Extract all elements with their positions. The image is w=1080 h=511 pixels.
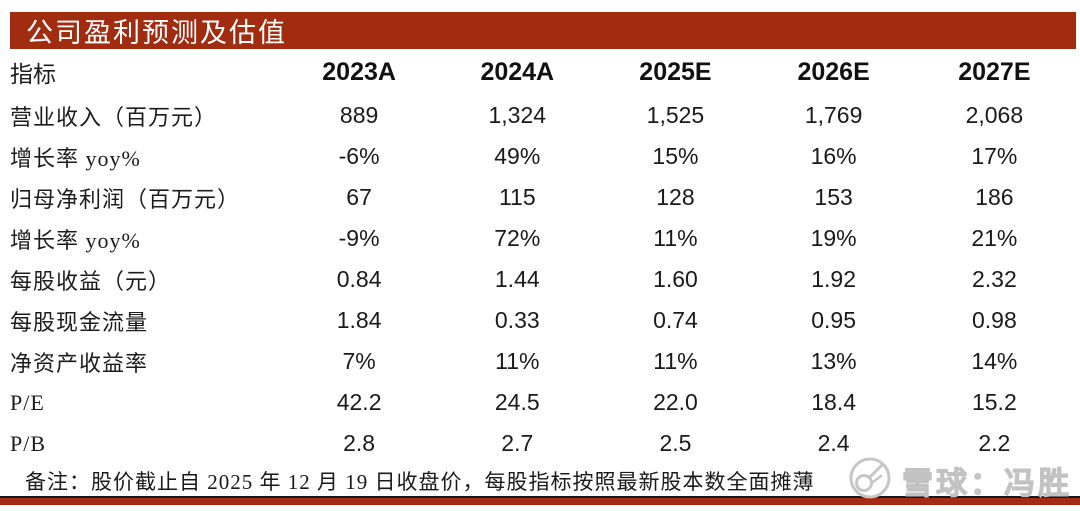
row-label: 增长率 yoy% [10, 145, 141, 171]
cell-value: 153 [814, 184, 853, 210]
xueqiu-logo-icon [848, 456, 892, 505]
watermark: 雪球：冯胜 [848, 456, 1072, 505]
table-row-pe: P/E 42.2 24.5 22.0 18.4 15.2 [10, 382, 1076, 423]
cell-value: 2,068 [965, 102, 1024, 128]
cell-value: 72% [494, 225, 541, 251]
cell-value: 0.74 [653, 307, 698, 333]
cell-value: 1.44 [494, 266, 540, 292]
cell-value: 22.0 [653, 389, 698, 415]
section-title-bar: 公司盈利预测及估值 [10, 12, 1076, 49]
cell-value: 2.5 [659, 430, 692, 456]
cell-value: 42.2 [336, 389, 382, 415]
cell-value: 67 [346, 184, 372, 210]
table-row-profit-growth: 增长率 yoy% -9% 72% 11% 19% 21% [10, 218, 1076, 259]
header-year-2024a: 2024A [480, 57, 555, 86]
cell-value: 115 [498, 184, 536, 210]
header-year-2027e: 2027E [958, 57, 1031, 86]
cell-value: 2.2 [978, 430, 1011, 456]
cell-value: 0.95 [811, 307, 856, 333]
cell-value: 2.8 [343, 430, 376, 456]
row-label: 每股现金流量 [10, 309, 149, 335]
cell-value: 1,769 [804, 102, 863, 128]
header-year-2023a: 2023A [322, 57, 396, 86]
forecast-valuation-table: 指标 2023A 2024A 2025E 2026E 2027E 营业收入（百万… [10, 49, 1076, 464]
cell-value: 13% [810, 348, 857, 374]
row-label: P/E [10, 389, 45, 415]
cell-value: 17% [971, 143, 1018, 169]
cell-value: 2.32 [971, 266, 1017, 292]
cell-value: 1,324 [488, 102, 547, 128]
cell-value: 0.84 [336, 266, 382, 292]
cell-value: 2.7 [501, 430, 534, 456]
cell-value: 11% [653, 225, 698, 251]
row-label: 净资产收益率 [10, 350, 149, 376]
table-row-eps: 每股收益（元） 0.84 1.44 1.60 1.92 2.32 [10, 259, 1076, 300]
cell-value: 1.84 [336, 307, 382, 333]
cell-value: 186 [975, 184, 1014, 210]
table-row-pb: P/B 2.8 2.7 2.5 2.4 2.2 [10, 423, 1076, 464]
table-header-row: 指标 2023A 2024A 2025E 2026E 2027E [10, 49, 1076, 95]
cell-value: 128 [656, 184, 695, 210]
table-row-revenue: 营业收入（百万元） 889 1,324 1,525 1,769 2,068 [10, 95, 1076, 136]
row-label: 增长率 yoy% [10, 227, 141, 253]
cell-value: 1.60 [653, 266, 698, 292]
section-title: 公司盈利预测及估值 [26, 18, 287, 48]
cell-value: 14% [971, 348, 1018, 374]
forecast-valuation-table-wrap: 指标 2023A 2024A 2025E 2026E 2027E 营业收入（百万… [10, 49, 1076, 464]
header-year-2025e: 2025E [639, 57, 712, 86]
cell-value: 15.2 [971, 389, 1017, 415]
row-label: P/B [10, 430, 47, 456]
cell-value: 0.98 [971, 307, 1017, 333]
cell-value: 16% [810, 143, 857, 169]
table-row-net-profit: 归母净利润（百万元） 67 115 128 153 186 [10, 177, 1076, 218]
cell-value: 24.5 [494, 389, 540, 415]
table-row-revenue-growth: 增长率 yoy% -6% 49% 15% 16% 17% [10, 136, 1076, 177]
cell-value: 7% [342, 348, 376, 374]
row-label: 每股收益（元） [10, 268, 172, 294]
cell-value: 15% [652, 143, 699, 169]
cell-value: 18.4 [811, 389, 856, 415]
footnote: 备注：股价截止自 2025 年 12 月 19 日收盘价，每股指标按照最新股本数… [25, 470, 815, 494]
cell-value: 1,525 [646, 102, 705, 128]
header-indicator: 指标 [10, 62, 56, 87]
cell-value: 1.92 [811, 266, 856, 292]
row-label: 归母净利润（百万元） [10, 186, 241, 212]
cell-value: 21% [971, 225, 1018, 251]
cell-value: 11% [495, 348, 540, 374]
watermark-text: 雪球：冯胜 [902, 466, 1072, 502]
cell-value: 19% [810, 225, 857, 251]
table-row-cash-flow-per-share: 每股现金流量 1.84 0.33 0.74 0.95 0.98 [10, 300, 1076, 341]
cell-value: 49% [494, 143, 541, 169]
bottom-accent-bar [0, 496, 1080, 505]
row-label: 营业收入（百万元） [10, 104, 218, 130]
cell-value: -6% [338, 143, 380, 169]
cell-value: 11% [653, 348, 698, 374]
header-year-2026e: 2026E [797, 57, 870, 86]
cell-value: -9% [338, 225, 380, 251]
cell-value: 2.4 [817, 430, 850, 456]
cell-value: 0.33 [494, 307, 540, 333]
cell-value: 889 [339, 102, 379, 128]
table-row-roe: 净资产收益率 7% 11% 11% 13% 14% [10, 341, 1076, 382]
